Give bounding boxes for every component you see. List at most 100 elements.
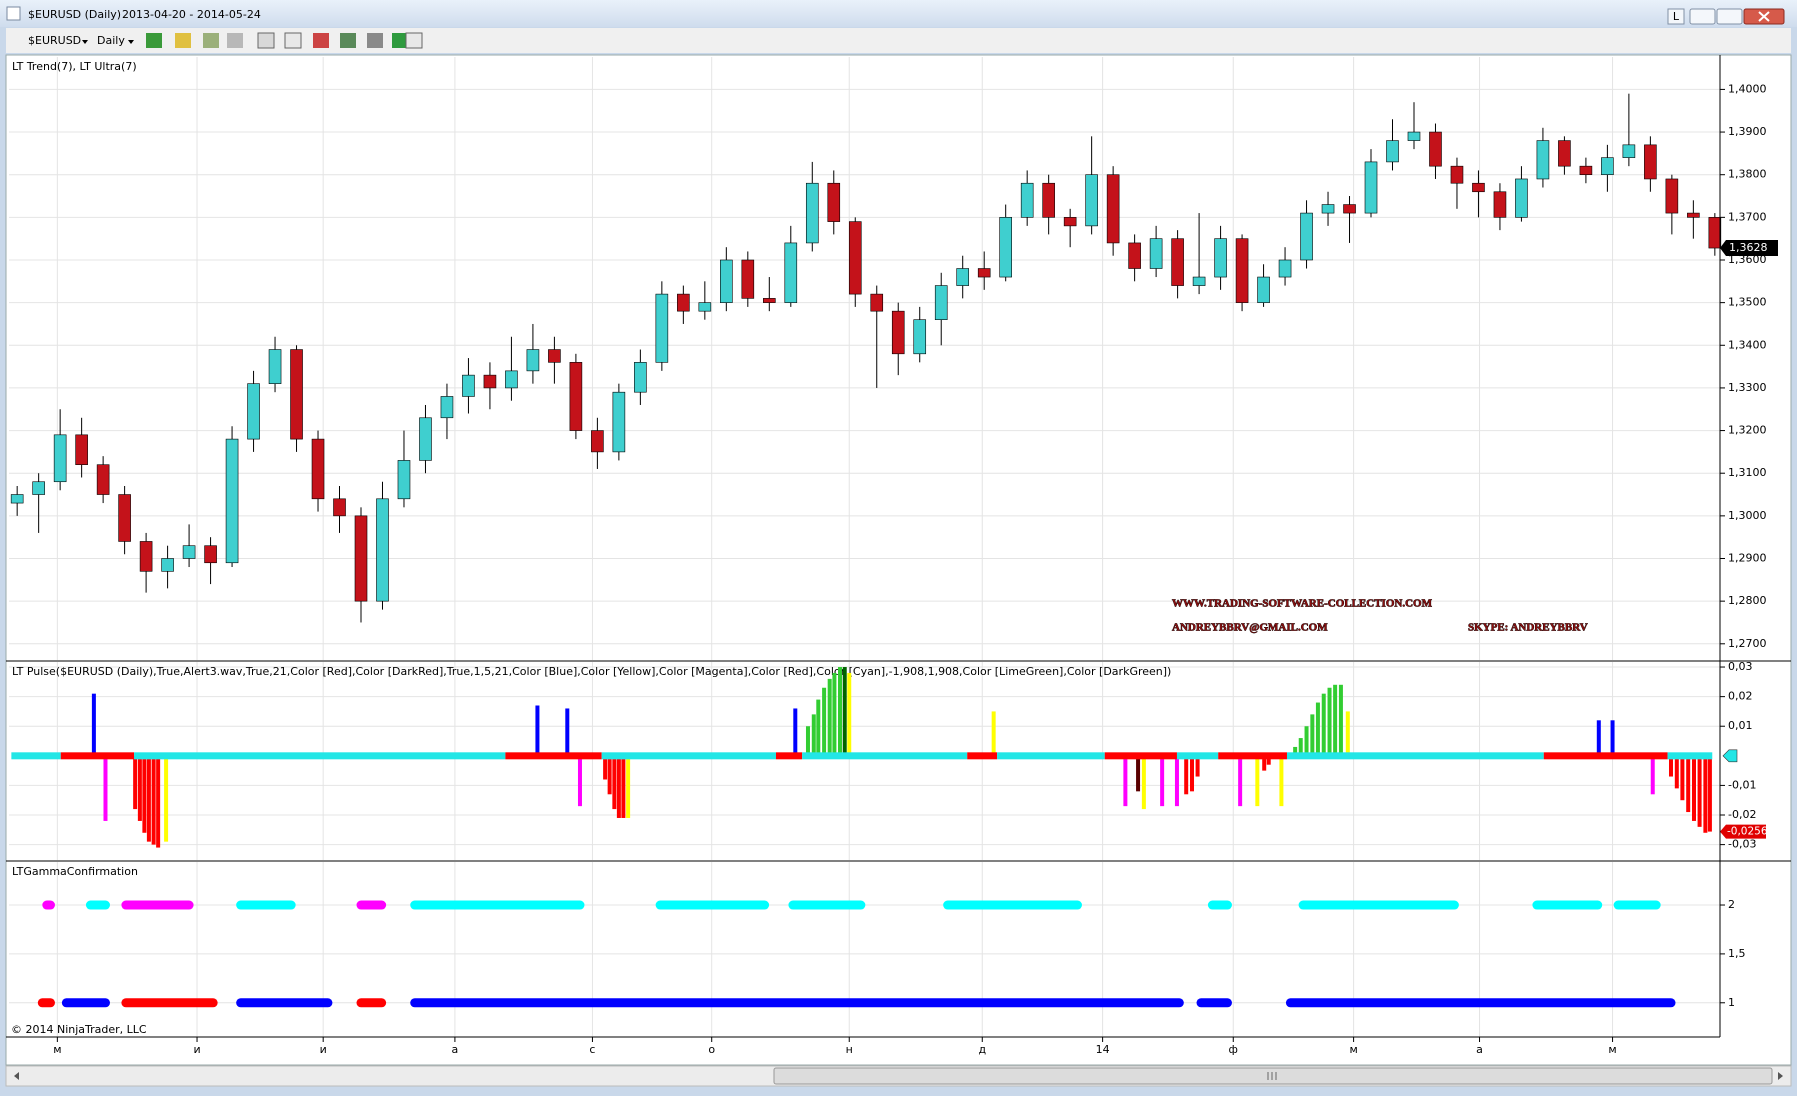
candle-body xyxy=(1579,165,1593,176)
cursor-icon[interactable] xyxy=(257,32,275,49)
candle-body xyxy=(891,310,905,355)
pulse-bar xyxy=(103,755,108,821)
dollar-icon[interactable] xyxy=(392,33,408,48)
panel-title: LT Pulse($EURUSD (Daily),True,Alert3.wav… xyxy=(12,665,1171,678)
x-tick-label: н xyxy=(846,1043,853,1056)
candle-body xyxy=(462,374,475,397)
candle-body xyxy=(698,302,712,312)
indicator-icon[interactable] xyxy=(313,33,329,48)
gamma-segment xyxy=(37,998,55,1008)
pulse-bar xyxy=(1686,755,1691,813)
pin-button[interactable] xyxy=(1667,8,1685,25)
zoom-in-icon[interactable] xyxy=(203,33,219,48)
pulse-bar xyxy=(1680,755,1685,801)
pulse-bar xyxy=(1238,755,1243,807)
gamma-segment xyxy=(121,998,218,1008)
x-tick-label: м xyxy=(53,1043,61,1056)
last-price-marker xyxy=(1720,240,1778,257)
pulse-bar xyxy=(535,705,540,756)
candle-body xyxy=(118,494,131,542)
pulse-bar xyxy=(156,755,161,848)
candle-body xyxy=(1407,131,1421,141)
close-icon xyxy=(1758,11,1770,22)
candle-body xyxy=(32,481,45,495)
draw-tool-icon[interactable] xyxy=(175,33,191,48)
candle-body xyxy=(1042,182,1055,218)
pulse-bar xyxy=(1610,720,1615,756)
candle-body xyxy=(913,319,927,355)
pulse-bar xyxy=(142,755,147,833)
pulse-bar xyxy=(1333,684,1338,756)
candle-body xyxy=(161,558,174,572)
pulse-bar xyxy=(621,755,626,818)
candle-body xyxy=(1558,140,1571,167)
bar-type-icon[interactable] xyxy=(146,33,162,48)
find-icon[interactable] xyxy=(284,32,302,49)
pulse-bar xyxy=(816,699,821,756)
pulse-bar xyxy=(811,714,816,756)
strategy-icon[interactable] xyxy=(340,33,356,48)
pulse-bar xyxy=(1184,755,1189,795)
gamma-segment xyxy=(85,900,111,910)
pulse-bar xyxy=(1266,755,1271,765)
zoom-out-icon[interactable] xyxy=(227,33,243,48)
gamma-segment xyxy=(410,900,585,910)
candle-body xyxy=(247,383,260,440)
x-tick-label: о xyxy=(708,1043,715,1056)
candle-body xyxy=(225,438,239,564)
y-tick-label: -0,01 xyxy=(1728,778,1756,791)
candle-body xyxy=(848,221,862,295)
gamma-segment xyxy=(1613,900,1661,910)
window-range: 2013-04-20 - 2014-05-24 xyxy=(122,8,261,21)
properties-icon[interactable] xyxy=(405,32,423,49)
y-tick-label: 1,2700 xyxy=(1728,637,1767,650)
y-tick-label: 1 xyxy=(1728,996,1735,1009)
pulse-baseline xyxy=(997,752,1105,760)
pulse-baseline xyxy=(505,752,602,760)
candle-body xyxy=(440,396,454,419)
y-tick-label: 1,3400 xyxy=(1728,338,1767,351)
y-tick-label: 1,5 xyxy=(1728,947,1746,960)
interval-selector[interactable]: Daily xyxy=(97,34,125,47)
pulse-bar xyxy=(146,755,151,842)
scrollbar-thumb[interactable] xyxy=(773,1067,1773,1085)
x-tick-label: д xyxy=(978,1043,986,1056)
pin-label[interactable]: L xyxy=(1673,10,1680,23)
candle-body xyxy=(1429,131,1442,167)
pulse-bar xyxy=(565,708,570,756)
candle-body xyxy=(1214,238,1227,278)
pulse-baseline xyxy=(1218,752,1287,760)
candle-body xyxy=(1149,238,1163,269)
app-icon xyxy=(6,6,21,21)
watermark-email: ANDREYBBRV@GMAIL.COM xyxy=(1172,622,1328,634)
y-tick-label: 1,2900 xyxy=(1728,552,1767,565)
candle-body xyxy=(419,417,432,461)
candle-body xyxy=(354,515,368,602)
pulse-bar xyxy=(1255,755,1260,807)
y-tick-label: 0,02 xyxy=(1728,690,1753,703)
pulse-bar xyxy=(151,755,156,845)
y-tick-label: 1,3200 xyxy=(1728,424,1767,437)
minimize-button[interactable] xyxy=(1689,8,1716,25)
dropdown-arrow xyxy=(82,40,88,44)
candle-body xyxy=(1020,182,1034,218)
gamma-segment xyxy=(655,900,770,910)
pulse-bar xyxy=(1136,755,1141,792)
panel-title: LT Trend(7), LT Ultra(7) xyxy=(12,60,137,73)
symbol-selector[interactable]: $EURUSD xyxy=(28,34,81,47)
pulse-bar xyxy=(1160,755,1165,807)
maximize-button[interactable] xyxy=(1716,8,1743,25)
last-value-marker xyxy=(1720,824,1766,839)
pulse-bar xyxy=(1338,684,1343,756)
pulse-bar xyxy=(1304,726,1309,756)
candle-body xyxy=(1386,140,1399,163)
candle-body xyxy=(1515,178,1528,218)
data-box-icon[interactable] xyxy=(367,33,383,48)
pulse-baseline xyxy=(60,752,135,760)
watermark-skype: SKYPE: ANDREYBBRV xyxy=(1468,622,1588,634)
pulse-bar xyxy=(847,672,852,756)
candle-body xyxy=(376,498,389,602)
candle-body xyxy=(1622,144,1636,158)
x-tick-label: м xyxy=(1608,1043,1616,1056)
